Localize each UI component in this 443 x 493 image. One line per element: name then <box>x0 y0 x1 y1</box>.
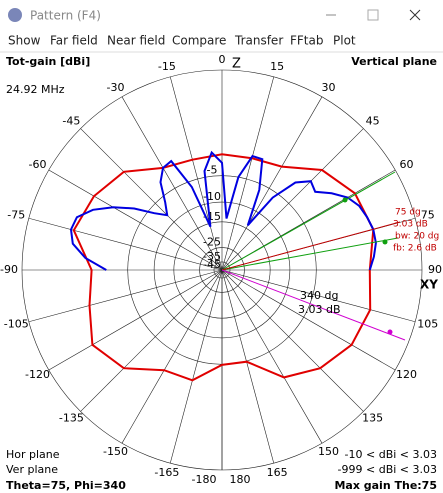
max-gain: 3.03 dB <box>393 220 428 230</box>
theta-tick-label: 60 <box>399 158 413 171</box>
range-label: -999 < dBi < 3.03 <box>338 463 437 476</box>
theta-tick-label: 150 <box>318 445 339 458</box>
bw-dot <box>382 239 388 245</box>
grid-spoke <box>169 76 223 271</box>
grid-spoke <box>28 217 223 271</box>
range-label: -10 < dBi < 3.03 <box>345 448 437 461</box>
chart-title: Tot-gain [dBi] <box>6 55 90 68</box>
theta-tick-label: -165 <box>154 466 179 479</box>
menu-item[interactable]: Near field <box>107 34 165 48</box>
footer-right: Max gain The:75 <box>334 479 437 492</box>
grid-spoke <box>28 269 223 323</box>
r-tick-label: -5 <box>207 164 218 177</box>
grid-spoke <box>121 96 223 271</box>
beamwidth: bw: 20 dg <box>395 232 439 242</box>
r-tick-label: -35 <box>203 250 221 263</box>
theta-tick-label: -90 <box>0 263 18 276</box>
grid-spoke <box>80 128 223 271</box>
chart: -5-10-15-25-35-4501530456075901051201351… <box>0 53 442 486</box>
menu-item[interactable]: FFtab <box>290 34 323 48</box>
hor-direction: 340 dg <box>300 289 338 302</box>
theta-tick-label: 15 <box>270 60 284 73</box>
grid-spoke <box>221 96 323 271</box>
menu-item[interactable]: Transfer <box>234 34 283 48</box>
theta-tick-label: -180 <box>192 473 217 486</box>
grid-spoke <box>221 269 416 323</box>
menu-item[interactable]: Compare <box>172 34 226 48</box>
theta-tick-label: 0 <box>219 53 226 66</box>
menu-bar: Show Far field Near field Compare Transfer FF… <box>8 34 356 48</box>
grid-spoke <box>221 269 275 464</box>
menu-item[interactable]: Far field <box>50 34 98 48</box>
theta-tick-label: -120 <box>25 368 50 381</box>
theta-tick-label: 45 <box>366 115 380 128</box>
grid-spoke <box>221 76 275 271</box>
frequency: 24.92 MHz <box>6 83 65 96</box>
theta-tick-label: -150 <box>103 445 128 458</box>
theta-tick-label: -15 <box>158 60 176 73</box>
hor-gain: 3.03 dB <box>298 303 341 316</box>
grid-spoke <box>221 128 364 271</box>
menu-item[interactable]: Show <box>8 34 41 48</box>
grid-spoke <box>169 269 223 464</box>
theta-tick-label: 105 <box>417 317 438 330</box>
max-line <box>221 221 401 271</box>
close-button[interactable] <box>409 9 421 21</box>
front-back: fb: 2.6 dB <box>393 244 437 254</box>
r-tick-label: -10 <box>203 190 221 203</box>
theta-tick-label: -30 <box>107 81 125 94</box>
grid-spoke <box>121 269 223 444</box>
grid-spoke <box>221 269 396 371</box>
theta-tick-label: 120 <box>396 368 417 381</box>
legend-entry: Hor plane <box>6 448 60 461</box>
grid-spoke <box>221 269 323 444</box>
legend-entry: Ver plane <box>6 463 58 476</box>
theta-tick-label: 165 <box>267 466 288 479</box>
grid-spoke <box>221 269 364 412</box>
app-icon <box>8 8 22 22</box>
grid-spoke <box>48 169 223 271</box>
hor-line <box>221 269 406 341</box>
theta-tick-label: -75 <box>7 209 25 222</box>
maximize-button[interactable] <box>367 9 379 21</box>
max-direction: 75 dg <box>395 208 421 218</box>
footer-left: Theta=75, Phi=340 <box>6 479 126 492</box>
axis-xy: XY <box>420 278 438 292</box>
theta-tick-label: 75 <box>421 209 435 222</box>
theta-tick-label: -45 <box>62 115 80 128</box>
plane-label: Vertical plane <box>351 55 437 68</box>
title-bar <box>0 0 443 30</box>
menu-item[interactable]: Plot <box>333 34 356 48</box>
theta-tick-label: 135 <box>362 411 383 424</box>
theta-tick-label: 90 <box>428 263 442 276</box>
pattern-line <box>69 150 377 271</box>
grid-spoke <box>48 269 223 371</box>
theta-tick-label: 180 <box>230 473 251 486</box>
hor-dot <box>387 329 393 335</box>
theta-tick-label: -135 <box>59 411 84 424</box>
bw-line <box>221 237 399 271</box>
axis-z: Z <box>232 57 241 72</box>
bw-dot <box>342 197 348 203</box>
grid-spoke <box>80 269 223 412</box>
theta-tick-label: -60 <box>29 158 47 171</box>
window-title: Pattern (F4) <box>30 9 101 23</box>
bw-line <box>221 171 396 271</box>
theta-tick-label: 30 <box>322 81 336 94</box>
theta-tick-label: -105 <box>4 317 29 330</box>
